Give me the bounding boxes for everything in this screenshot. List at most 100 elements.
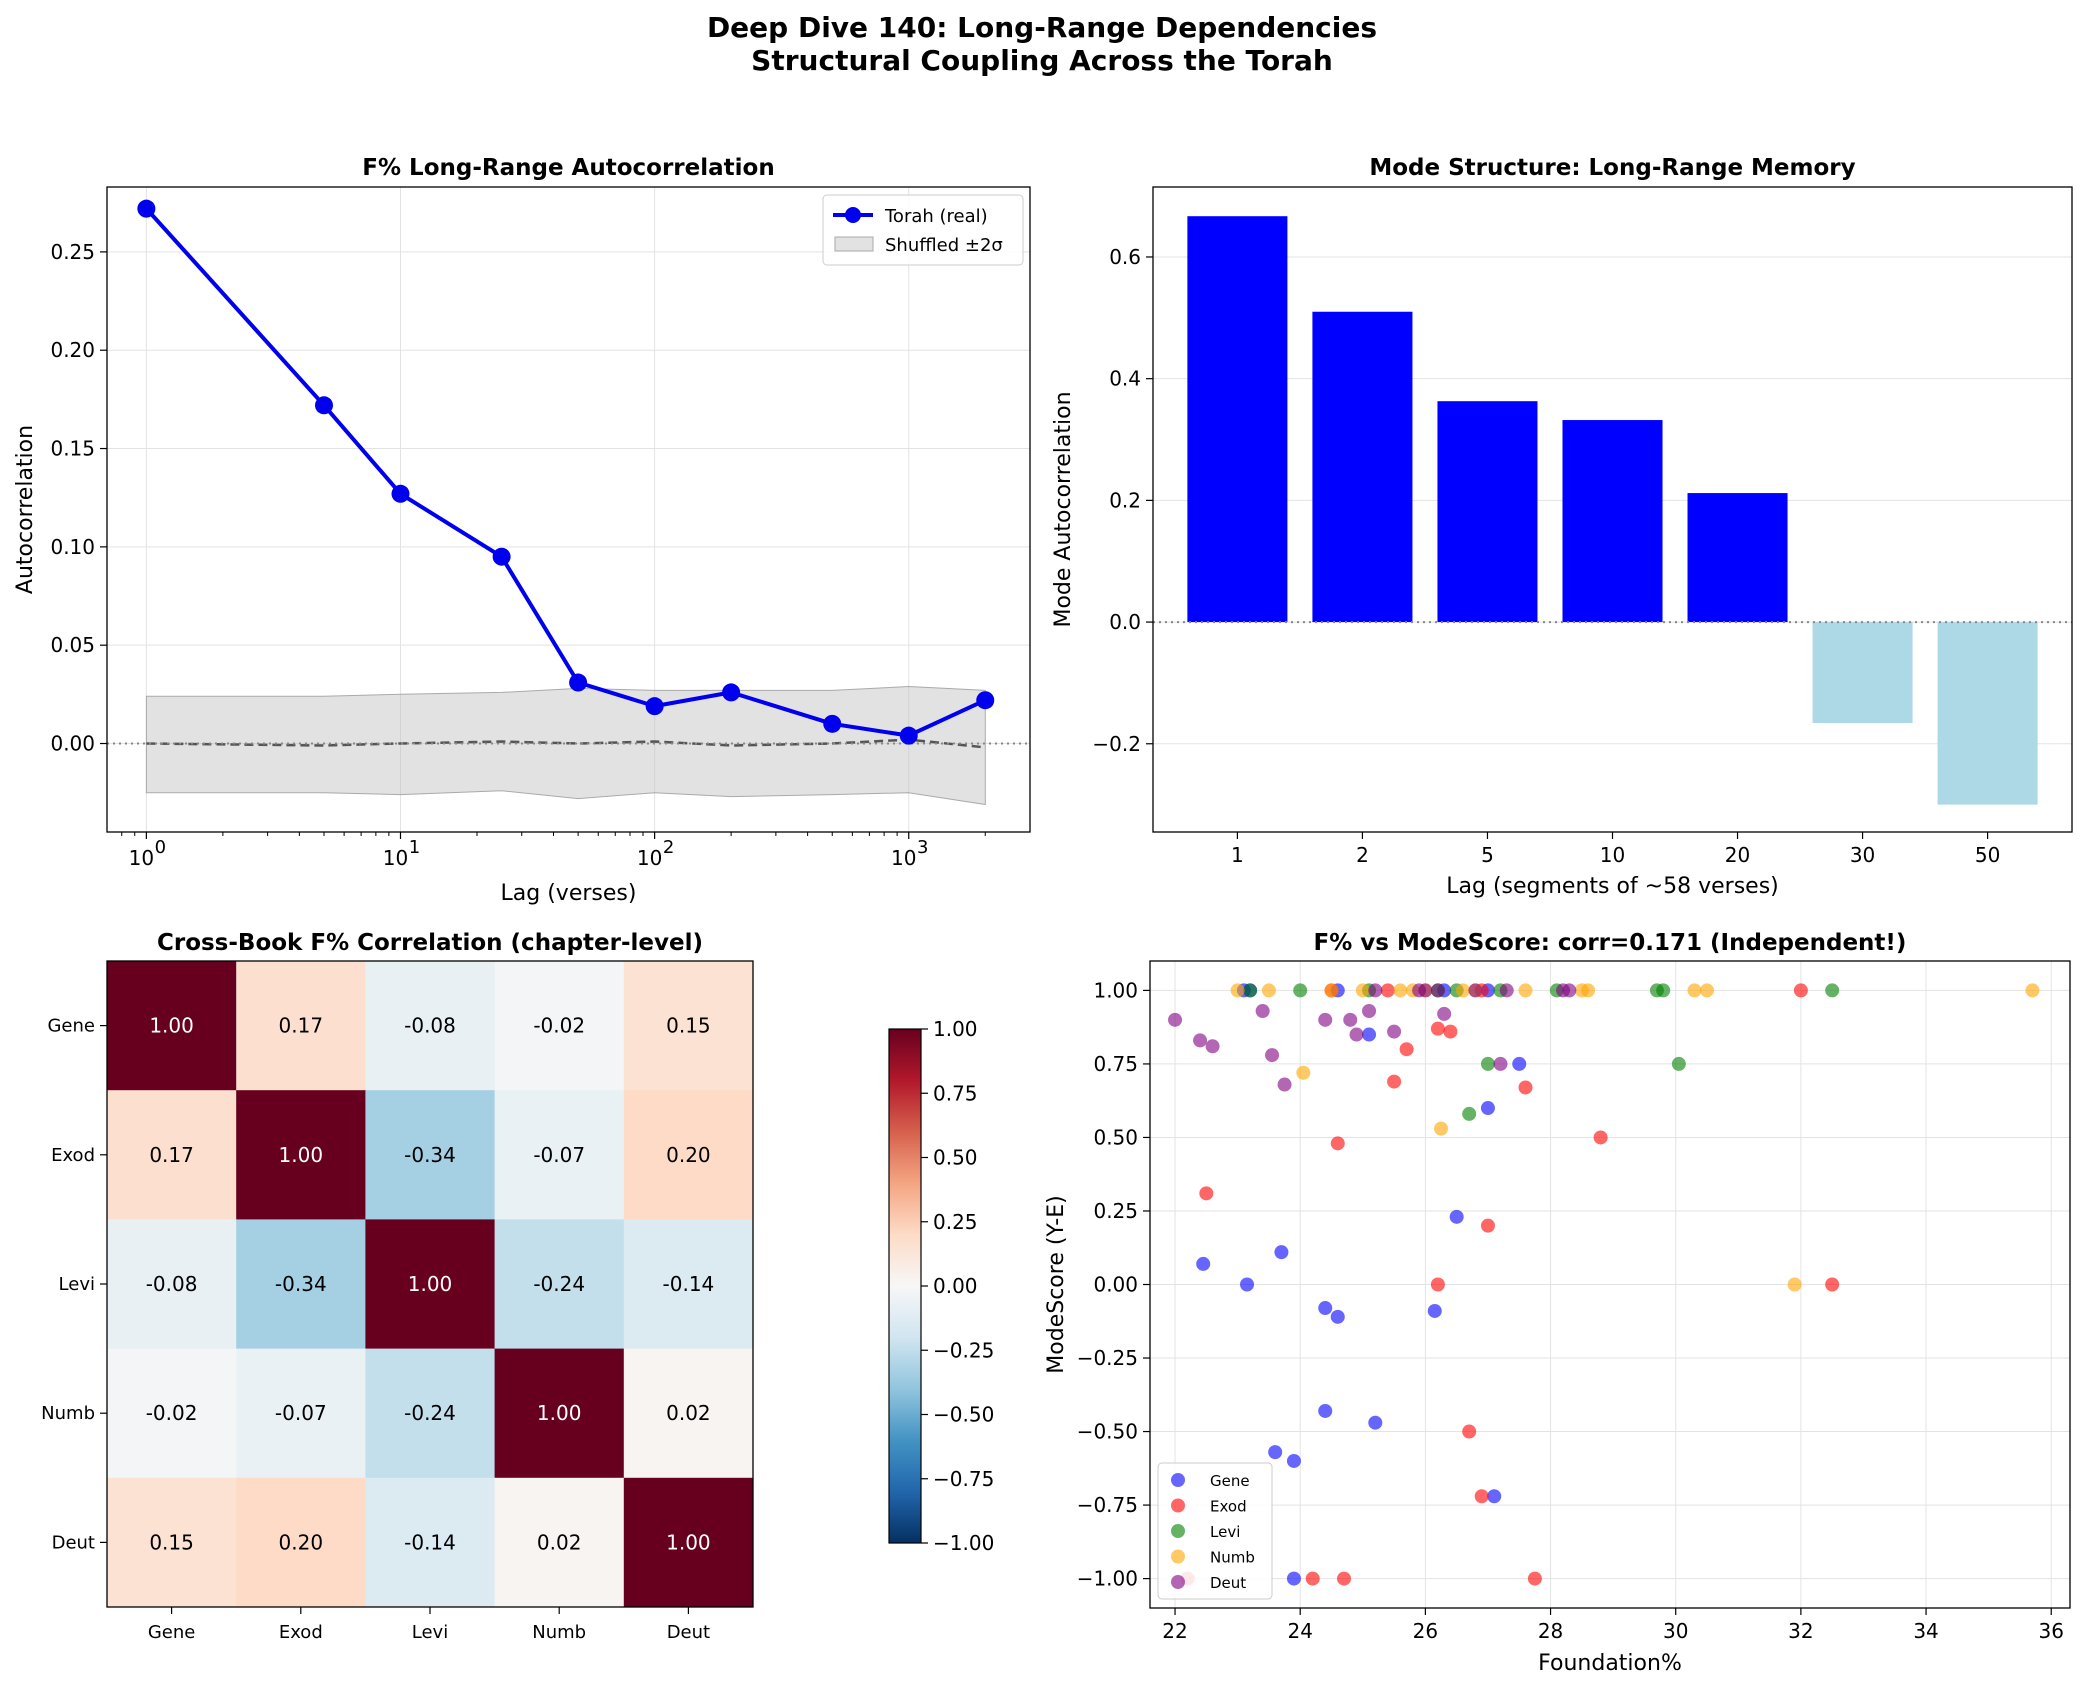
heatmap-cell xyxy=(365,1348,496,1479)
scatter-point-deut xyxy=(1255,1003,1270,1018)
x-tick-label: 5 xyxy=(1481,843,1494,867)
scatter-point-gene xyxy=(1286,1453,1301,1468)
x-tick-label: 28 xyxy=(1538,1619,1563,1643)
x-axis-label: Foundation% xyxy=(1538,1651,1682,1676)
torah-data-point xyxy=(569,673,588,692)
colorbar-tick-label: 1.00 xyxy=(933,1017,978,1041)
panel-title: F% vs ModeScore: corr=0.171 (Independent… xyxy=(1314,930,1907,956)
scatter-point-gene xyxy=(1196,1256,1211,1271)
legend-marker-deut xyxy=(1171,1575,1185,1589)
heatmap-cell xyxy=(365,1219,496,1350)
legend-band-swatch xyxy=(834,236,874,252)
heatmap-cell-value: 0.20 xyxy=(666,1143,711,1167)
bar-lag-30 xyxy=(1812,622,1913,724)
legend-marker-gene xyxy=(1171,1473,1185,1487)
scatter-point-numb xyxy=(1355,983,1370,998)
y-tick-label: −1.00 xyxy=(1077,1567,1138,1591)
cross-book-heatmap-panel: 1.00 0.17 -0.08 -0.02 0.15 0.17 1.00 -0.34 -0.07… xyxy=(41,930,994,1643)
scatter-point-exod xyxy=(1443,1024,1458,1039)
scatter-point-deut xyxy=(1468,983,1483,998)
heatmap-cell-value: 1.00 xyxy=(666,1530,711,1554)
scatter-point-deut xyxy=(1437,1006,1452,1021)
x-tick-exponent: 1 xyxy=(409,837,420,858)
y-tick-label: Numb xyxy=(41,1403,95,1424)
scatter-point-levi xyxy=(1462,1106,1477,1121)
scatter-point-exod xyxy=(1593,1130,1608,1145)
x-tick-label: Numb xyxy=(532,1622,586,1643)
heatmap-cell xyxy=(107,1348,237,1479)
scatter-point-deut xyxy=(1277,1077,1292,1092)
heatmap-cell-value: 0.17 xyxy=(149,1143,194,1167)
scatter-point-levi xyxy=(1656,983,1671,998)
colorbar-tick-label: 0.25 xyxy=(933,1210,978,1234)
x-tick-exponent: 3 xyxy=(917,837,928,858)
colorbar xyxy=(888,1028,922,1544)
colorbar-tick-label: −1.00 xyxy=(933,1531,994,1555)
scatter-point-levi xyxy=(1825,983,1840,998)
legend-marker-levi xyxy=(1171,1524,1185,1538)
scatter-point-gene xyxy=(1318,1301,1333,1316)
scatter-point-exod xyxy=(1474,1489,1489,1504)
torah-series-line xyxy=(144,207,987,738)
y-tick-label: 0.25 xyxy=(1093,1199,1138,1223)
scatter-point-gene xyxy=(1268,1445,1283,1460)
x-tick-label: 50 xyxy=(1975,843,2000,867)
heatmap-cell-value: -0.34 xyxy=(404,1143,456,1167)
scatter-point-gene xyxy=(1368,1415,1383,1430)
scatter-point-deut xyxy=(1368,983,1383,998)
scatter-point-numb xyxy=(1296,1065,1311,1080)
colorbar-tick-label: 0.50 xyxy=(933,1146,978,1170)
heatmap-cell-value: 1.00 xyxy=(149,1014,194,1038)
heatmap-cell-value: -0.08 xyxy=(146,1272,198,1296)
x-tick-label: 30 xyxy=(1850,843,1875,867)
x-tick-label: Deut xyxy=(667,1622,710,1643)
heatmap-cell xyxy=(107,1219,237,1350)
scatter-point-numb xyxy=(1581,983,1596,998)
scatter-point-gene xyxy=(1427,1303,1442,1318)
scatter-point-gene xyxy=(1362,1027,1377,1042)
y-tick-label: 0.4 xyxy=(1109,367,1141,391)
legend-label-deut: Deut xyxy=(1210,1574,1246,1592)
scatter-point-numb xyxy=(1324,983,1339,998)
scatter-point-deut xyxy=(1343,1012,1358,1027)
x-tick-label: Gene xyxy=(148,1622,196,1643)
colorbar-tick-label: −0.50 xyxy=(933,1403,994,1427)
scatter-point-exod xyxy=(1399,1042,1414,1057)
scatter-point-gene xyxy=(1274,1245,1289,1260)
heatmap-cell xyxy=(494,1477,625,1608)
legend-label-levi: Levi xyxy=(1210,1523,1240,1541)
scatter-point-numb xyxy=(1687,983,1702,998)
scatter-point-exod xyxy=(1430,1021,1445,1036)
x-tick-label: 36 xyxy=(2038,1619,2063,1643)
scatter-point-numb xyxy=(2025,983,2040,998)
scatter-point-gene xyxy=(1512,1056,1527,1071)
x-tick-label: 30 xyxy=(1663,1619,1688,1643)
y-tick-label: 1.00 xyxy=(1093,978,1138,1002)
scatter-point-numb xyxy=(1230,983,1245,998)
scatter-point-numb xyxy=(1434,1121,1449,1136)
torah-data-point xyxy=(391,484,410,503)
scatter-point-gene xyxy=(1318,1403,1333,1418)
x-tick-label: 10 xyxy=(383,846,408,870)
scatter-point-deut xyxy=(1193,1033,1208,1048)
figure-title-line2: Structural Coupling Across the Torah xyxy=(751,44,1333,77)
x-tick-label: Levi xyxy=(412,1622,448,1643)
x-tick-label: 22 xyxy=(1162,1619,1187,1643)
shuffled-band xyxy=(145,685,986,806)
x-tick-label: 32 xyxy=(1788,1619,1813,1643)
heatmap-cell-value: 0.15 xyxy=(666,1014,711,1038)
y-tick-label: 0.50 xyxy=(1093,1125,1138,1149)
scatter-point-exod xyxy=(1305,1571,1320,1586)
heatmap-cell-value: 0.02 xyxy=(537,1530,582,1554)
heatmap-cell xyxy=(365,961,496,1091)
x-tick-label: 2 xyxy=(1356,843,1369,867)
heatmap-cell xyxy=(623,1219,754,1350)
figure-title-line1: Deep Dive 140: Long-Range Dependencies xyxy=(707,11,1377,44)
scatter-point-deut xyxy=(1430,983,1445,998)
scatter-point-exod xyxy=(1793,983,1808,998)
scatter-point-gene xyxy=(1449,1209,1464,1224)
panel-title: Mode Structure: Long-Range Memory xyxy=(1369,155,1855,181)
scatter-point-deut xyxy=(1168,1012,1183,1027)
heatmap-cell xyxy=(107,961,237,1091)
y-tick-label: Deut xyxy=(52,1532,95,1553)
